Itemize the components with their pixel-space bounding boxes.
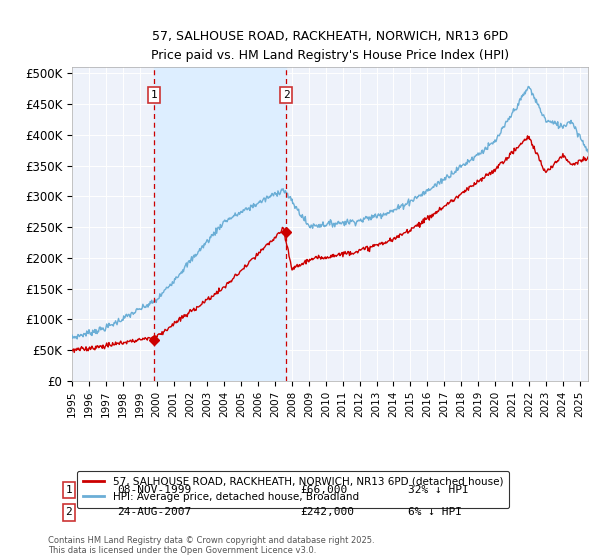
Text: £66,000: £66,000 <box>300 485 347 495</box>
Text: 24-AUG-2007: 24-AUG-2007 <box>117 507 191 517</box>
Text: 2: 2 <box>65 507 73 517</box>
Text: 1: 1 <box>151 90 158 100</box>
Text: 08-NOV-1999: 08-NOV-1999 <box>117 485 191 495</box>
Text: 32% ↓ HPI: 32% ↓ HPI <box>408 485 469 495</box>
Bar <box>154 67 286 381</box>
Text: 2: 2 <box>283 90 289 100</box>
Title: 57, SALHOUSE ROAD, RACKHEATH, NORWICH, NR13 6PD
Price paid vs. HM Land Registry': 57, SALHOUSE ROAD, RACKHEATH, NORWICH, N… <box>151 30 509 62</box>
Text: This data is licensed under the Open Government Licence v3.0.: This data is licensed under the Open Gov… <box>48 547 316 556</box>
Text: Contains HM Land Registry data © Crown copyright and database right 2025.: Contains HM Land Registry data © Crown c… <box>48 536 374 545</box>
Text: 6% ↓ HPI: 6% ↓ HPI <box>408 507 462 517</box>
Legend: 57, SALHOUSE ROAD, RACKHEATH, NORWICH, NR13 6PD (detached house), HPI: Average p: 57, SALHOUSE ROAD, RACKHEATH, NORWICH, N… <box>77 471 509 508</box>
Text: £242,000: £242,000 <box>300 507 354 517</box>
Text: 1: 1 <box>65 485 73 495</box>
